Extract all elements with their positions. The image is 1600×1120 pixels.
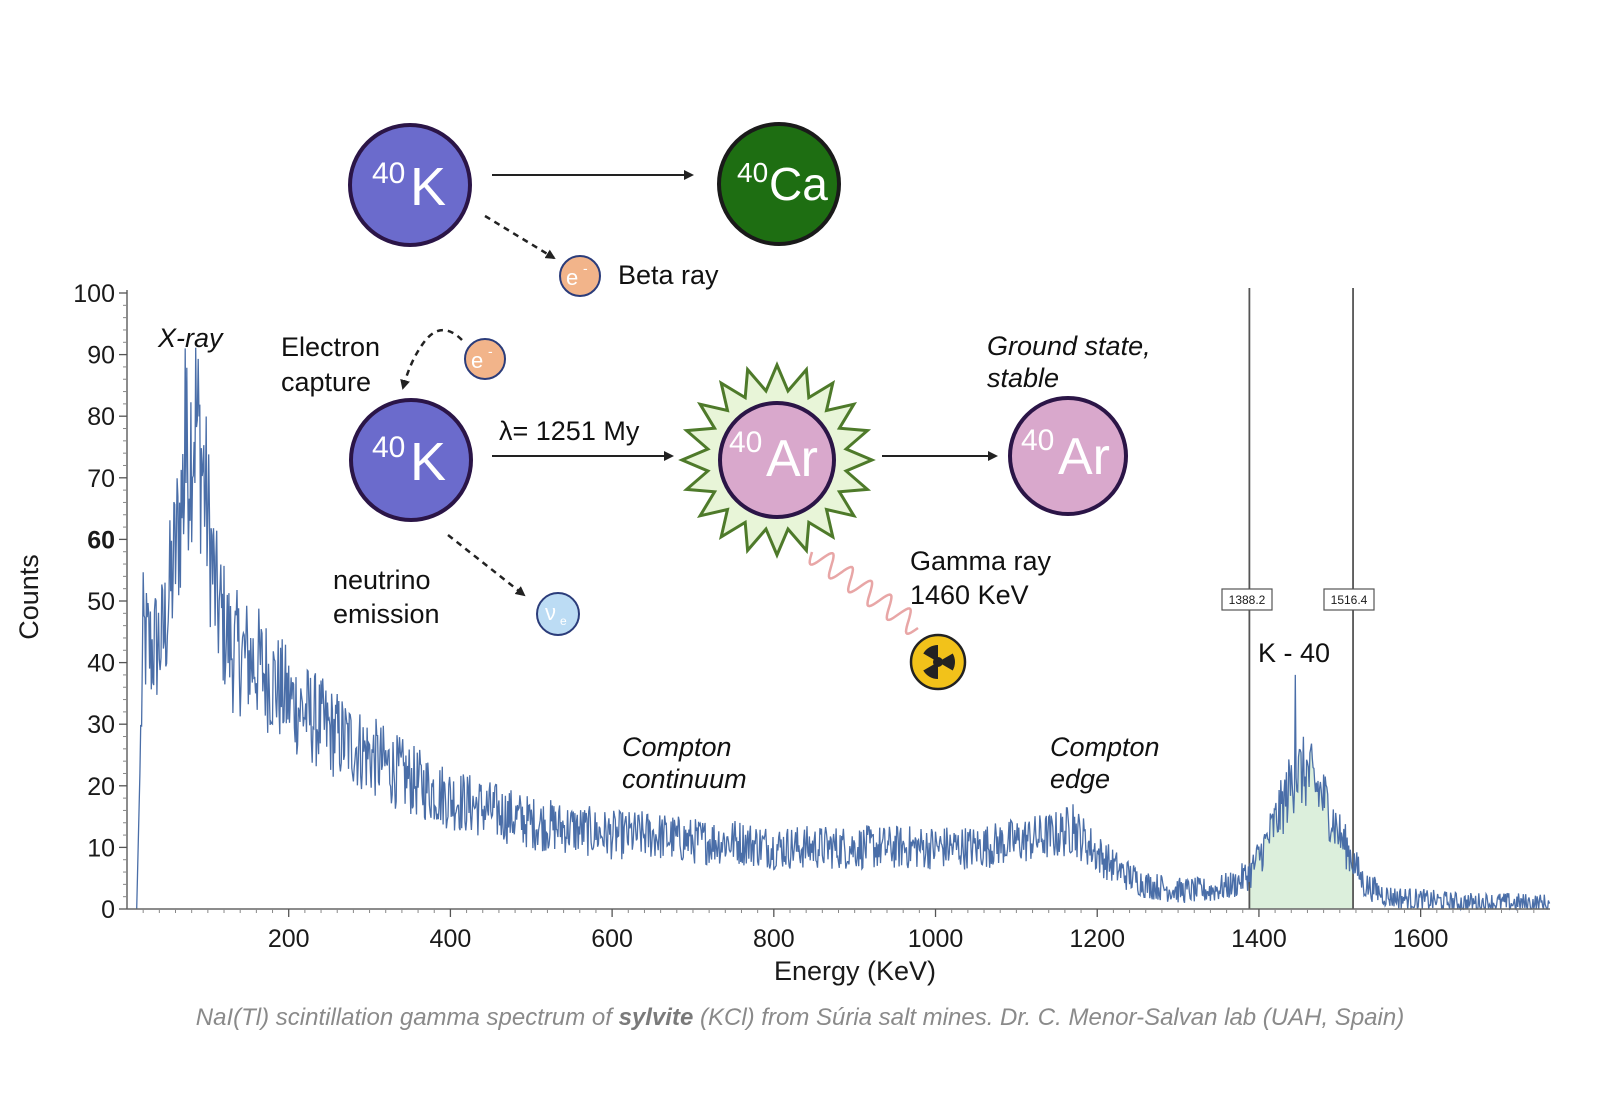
- roi-label-right: 1516.4: [1323, 588, 1375, 611]
- svg-text:K: K: [410, 157, 446, 217]
- neutrino-label-1: neutrino: [333, 565, 431, 595]
- roi-label-left: 1388.2: [1221, 588, 1273, 611]
- y-tick-label: 60: [87, 526, 115, 554]
- ar40-excited-nucleus: 40 Ar: [678, 361, 876, 559]
- x-axis-label: Energy (KeV): [774, 956, 936, 986]
- svg-text:e: e: [471, 348, 483, 373]
- x-tick-label: 1400: [1231, 925, 1287, 953]
- captured-electron: e -: [464, 338, 506, 380]
- x-tick-label: 1200: [1069, 925, 1125, 953]
- k40-nucleus-top: 40 K: [348, 123, 472, 247]
- svg-text:40: 40: [372, 157, 405, 190]
- spectrum-series: [136, 347, 1551, 912]
- y-tick-label: 40: [87, 650, 115, 678]
- ar40-stable-nucleus: 40 Ar: [1008, 396, 1128, 516]
- svg-text:Ca: Ca: [769, 158, 828, 210]
- beta-electron: e -: [559, 255, 601, 297]
- svg-text:40: 40: [1021, 424, 1054, 457]
- svg-text:40: 40: [729, 426, 762, 459]
- electron-capture-arrow: [400, 329, 463, 390]
- y-axis-label: Counts: [14, 554, 44, 640]
- svg-text:e: e: [566, 265, 578, 290]
- svg-text:40: 40: [737, 157, 768, 188]
- svg-text:e: e: [560, 614, 567, 628]
- axes: [123, 290, 1550, 913]
- figure-caption: NaI(Tl) scintillation gamma spectrum of …: [195, 1004, 1405, 1031]
- y-tick-label: 70: [87, 465, 115, 493]
- gamma-wave: [808, 551, 919, 635]
- x-tick-label: 600: [591, 925, 633, 953]
- x-tick-label: 1600: [1393, 925, 1449, 953]
- y-tick-label: 90: [87, 342, 115, 370]
- compton-edge-annotation-1: Compton: [1050, 732, 1160, 762]
- ground-state-label-1: Ground state,: [987, 331, 1151, 361]
- neutrino-arrow: [447, 534, 526, 597]
- x-tick-label: 800: [753, 925, 795, 953]
- beta-electron-arrow: [484, 214, 556, 260]
- y-tick-label: 50: [87, 588, 115, 616]
- y-tick-label: 100: [73, 280, 115, 308]
- svg-text:1388.2: 1388.2: [1229, 593, 1266, 607]
- x-tick-label: 400: [430, 925, 472, 953]
- svg-text:-: -: [583, 260, 588, 276]
- gamma-label-2: 1460 KeV: [910, 580, 1029, 610]
- ca40-nucleus: 40 Ca: [717, 122, 841, 246]
- svg-text:1516.4: 1516.4: [1331, 593, 1368, 607]
- k40-annotation: K - 40: [1258, 638, 1330, 668]
- compton-edge-annotation-2: edge: [1050, 764, 1110, 794]
- y-tick-label: 10: [87, 834, 115, 862]
- electron-capture-label-2: capture: [281, 367, 371, 397]
- radiation-icon: [909, 633, 967, 691]
- beta-ray-label: Beta ray: [618, 260, 719, 290]
- electron-capture-label-1: Electron: [281, 332, 380, 362]
- x-ticks: 200 400 600 800 1000 1200 1400 1600: [268, 909, 1449, 953]
- gamma-label-1: Gamma ray: [910, 546, 1052, 576]
- svg-text:K: K: [410, 432, 446, 492]
- ground-state-label-2: stable: [987, 363, 1059, 393]
- spectrum-line: [136, 347, 1551, 912]
- x-tick-label: 1000: [908, 925, 964, 953]
- svg-text:Ar: Ar: [766, 430, 818, 488]
- compton-continuum-annotation-1: Compton: [622, 732, 732, 762]
- x-tick-label: 200: [268, 925, 310, 953]
- svg-text:-: -: [488, 343, 493, 359]
- half-life-label: λ= 1251 My: [499, 416, 640, 446]
- k40-nucleus-middle: 40 K: [349, 398, 473, 522]
- y-ticks: 0 10 20 30 40 50 60 70 80 90 100: [73, 280, 127, 924]
- decay-diagram: 40 K 40 Ca e - Beta ray Electron capture…: [281, 122, 1151, 691]
- y-tick-label: 20: [87, 773, 115, 801]
- svg-text:40: 40: [372, 431, 405, 464]
- neutrino-label-2: emission: [333, 599, 440, 629]
- spectrum-chart: 200 400 600 800 1000 1200 1400 1600 0 10 20 30 40 50…: [14, 280, 1551, 986]
- caption-bold-mineral: sylvite: [618, 1004, 694, 1031]
- compton-continuum-annotation-2: continuum: [622, 764, 747, 794]
- svg-text:Ar: Ar: [1058, 428, 1110, 486]
- xray-annotation: X-ray: [157, 323, 224, 353]
- y-tick-label: 80: [87, 403, 115, 431]
- svg-text:ν: ν: [545, 600, 556, 625]
- neutrino-particle: ν e: [536, 592, 580, 636]
- y-tick-label: 0: [101, 896, 115, 924]
- y-tick-label: 30: [87, 711, 115, 739]
